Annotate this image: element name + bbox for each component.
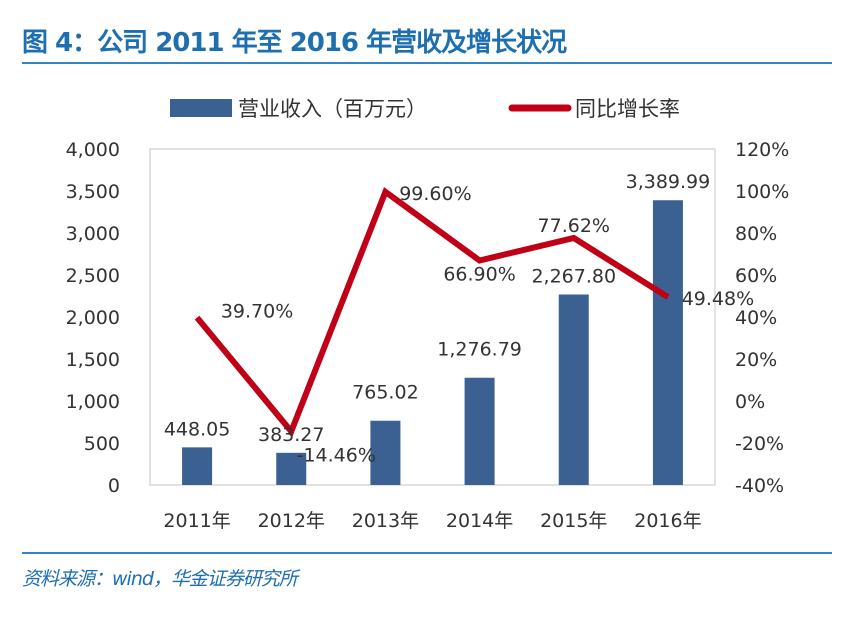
line-data-label: -14.46% [297, 444, 376, 466]
bar-2014年 [464, 377, 495, 485]
left-tick-label: 3,000 [66, 223, 120, 245]
x-tick-label: 2014年 [446, 510, 513, 532]
left-tick-label: 3,500 [66, 181, 120, 203]
x-tick-label: 2013年 [352, 510, 419, 532]
right-tick-label: 20% [735, 349, 777, 371]
bar-data-label: 765.02 [352, 382, 418, 404]
bar-2013年 [370, 420, 401, 485]
growth-line [194, 187, 670, 438]
bar-data-label: 1,276.79 [437, 339, 522, 361]
left-tick-label: 2,500 [66, 265, 120, 287]
bar-data-label: 2,267.80 [531, 266, 616, 288]
bar-2016年 [652, 200, 683, 485]
right-tick-label: 100% [735, 181, 789, 203]
left-tick-label: 1,500 [66, 349, 120, 371]
legend-bar-label: 营业收入（百万元） [238, 97, 427, 121]
right-tick-label: 0% [735, 391, 765, 413]
right-tick-label: 80% [735, 223, 777, 245]
bar-data-label: 3,389.99 [626, 171, 711, 193]
bar-2011年 [182, 447, 213, 485]
line-data-label: 99.60% [399, 183, 471, 205]
right-tick-label: 60% [735, 265, 777, 287]
bar-2012年 [276, 452, 307, 485]
left-tick-label: 500 [84, 433, 120, 455]
right-tick-label: -20% [735, 433, 784, 455]
source-divider [22, 552, 832, 554]
line-data-label: 49.48% [682, 288, 754, 310]
left-tick-label: 4,000 [66, 139, 120, 161]
source-note: 资料来源：wind，华金证券研究所 [22, 568, 298, 590]
left-tick-label: 0 [108, 475, 120, 497]
right-tick-label: -40% [735, 475, 784, 497]
figure-title: 图 4：公司 2011 年至 2016 年营收及增长状况 [22, 28, 567, 58]
line-data-label: 39.70% [221, 301, 293, 323]
line-data-label: 66.90% [443, 264, 515, 286]
x-tick-label: 2012年 [258, 510, 325, 532]
bar-data-label: 383.27 [258, 424, 324, 446]
legend-line-label: 同比增长率 [575, 97, 680, 121]
bar-2015年 [558, 294, 589, 485]
right-tick-label: 120% [735, 139, 789, 161]
left-tick-label: 1,000 [66, 391, 120, 413]
legend-bar-swatch [170, 99, 232, 117]
title-divider [22, 62, 832, 64]
bar-data-label: 448.05 [164, 418, 230, 440]
line-data-label: 77.62% [538, 215, 610, 237]
x-tick-label: 2016年 [634, 510, 701, 532]
x-tick-label: 2011年 [163, 510, 230, 532]
right-tick-label: 40% [735, 307, 777, 329]
x-tick-label: 2015年 [540, 510, 607, 532]
left-tick-label: 2,000 [66, 307, 120, 329]
plot-frame [149, 148, 716, 486]
